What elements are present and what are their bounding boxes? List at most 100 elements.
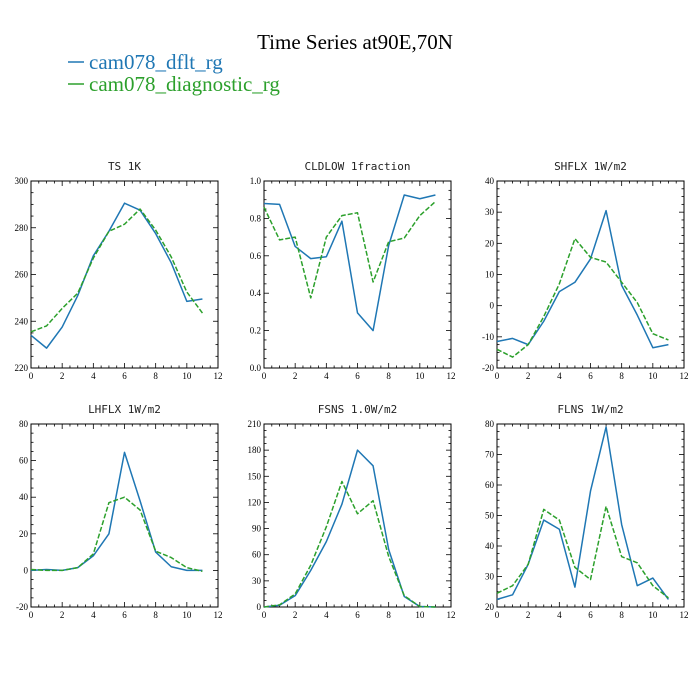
y-tick-label: 300	[15, 176, 29, 186]
x-tick-label: 8	[386, 371, 391, 381]
panel-5: FLNS 1W/m2 0 2 4 6 8 10 12 20 30 40 50 60 70 80	[485, 403, 689, 620]
y-tick-label: 180	[248, 445, 262, 455]
panel-title: FLNS 1W/m2	[557, 403, 623, 416]
panel-title: CLDLOW 1fraction	[305, 160, 411, 173]
series-line-1	[30, 496, 203, 573]
y-tick-label: 0.0	[250, 363, 262, 373]
panel-frame	[263, 180, 452, 369]
y-tick-label: 40	[19, 492, 29, 502]
x-tick-label: 2	[60, 610, 65, 620]
panel-2: SHFLX 1W/m2 0 2 4 6 8 10 12 -20 -10 0 10 20 30 40	[482, 160, 689, 381]
x-tick-label: 6	[355, 610, 360, 620]
series-line-0	[263, 449, 436, 608]
x-tick-label: 4	[557, 371, 562, 381]
panel-frame	[30, 180, 219, 369]
y-tick-label: 40	[485, 541, 495, 551]
x-tick-label: 4	[91, 610, 96, 620]
y-tick-label: 10	[485, 270, 495, 280]
y-tick-label: 60	[485, 480, 495, 490]
series-line-1	[496, 237, 669, 358]
x-tick-label: 0	[29, 371, 34, 381]
series-line-0	[30, 451, 203, 572]
y-tick-label: 0.4	[250, 288, 262, 298]
x-tick-label: 0	[495, 371, 500, 381]
y-tick-label: 0	[257, 602, 262, 612]
x-tick-label: 10	[648, 610, 658, 620]
x-tick-label: 12	[214, 371, 223, 381]
y-tick-label: 60	[19, 456, 29, 466]
y-tick-label: -10	[482, 332, 494, 342]
panel-title: TS 1K	[108, 160, 141, 173]
y-tick-label: 0.8	[250, 213, 262, 223]
y-tick-label: 260	[15, 270, 29, 280]
panel-title: SHFLX 1W/m2	[554, 160, 627, 173]
x-tick-label: 2	[526, 371, 531, 381]
x-tick-label: 0	[262, 371, 267, 381]
x-tick-label: 10	[182, 371, 192, 381]
y-tick-label: 90	[252, 524, 262, 534]
series-line-0	[30, 202, 203, 349]
panel-1: CLDLOW 1fraction 0 2 4 6 8 10 12 0.0 0.2 0.4 0.6 0.8…	[250, 160, 456, 381]
x-tick-label: 6	[122, 371, 127, 381]
x-tick-label: 0	[495, 610, 500, 620]
x-tick-label: 12	[680, 610, 689, 620]
y-tick-label: 40	[485, 176, 495, 186]
figure-title: Time Series at90E,70N	[257, 30, 453, 54]
y-tick-label: 150	[248, 471, 262, 481]
y-tick-label: 30	[485, 572, 495, 582]
y-tick-label: 0.2	[250, 326, 261, 336]
y-tick-label: 210	[248, 419, 262, 429]
x-tick-label: 6	[588, 371, 593, 381]
x-tick-label: 12	[447, 610, 456, 620]
x-tick-label: 10	[415, 371, 425, 381]
y-tick-label: 20	[19, 529, 29, 539]
x-tick-label: 12	[214, 610, 223, 620]
series-line-1	[263, 201, 436, 299]
x-tick-label: 8	[619, 610, 624, 620]
y-tick-label: -20	[482, 363, 494, 373]
y-tick-label: 0.6	[250, 251, 262, 261]
y-tick-label: 0	[24, 565, 29, 575]
x-tick-label: 6	[122, 610, 127, 620]
y-tick-label: 80	[485, 419, 495, 429]
panel-title: LHFLX 1W/m2	[88, 403, 161, 416]
y-tick-label: 1.0	[250, 176, 262, 186]
legend-label-0: cam078_dflt_rg	[89, 50, 223, 74]
y-tick-label: 20	[485, 602, 495, 612]
legend: cam078_dflt_rg cam078_diagnostic_rg	[68, 50, 280, 96]
y-tick-label: 80	[19, 419, 29, 429]
y-tick-label: 220	[15, 363, 29, 373]
panel-frame	[496, 180, 685, 369]
x-tick-label: 6	[588, 610, 593, 620]
series-line-0	[496, 426, 670, 601]
x-tick-label: 0	[262, 610, 267, 620]
y-tick-label: 20	[485, 238, 495, 248]
y-tick-label: 280	[15, 223, 29, 233]
y-tick-label: 0	[490, 301, 495, 311]
x-tick-label: 10	[648, 371, 658, 381]
series-line-1	[30, 208, 204, 333]
x-tick-label: 4	[557, 610, 562, 620]
x-tick-label: 12	[680, 371, 689, 381]
x-tick-label: 8	[153, 371, 158, 381]
y-tick-label: 70	[485, 450, 495, 460]
y-tick-label: 240	[15, 316, 29, 326]
x-tick-label: 12	[447, 371, 456, 381]
x-tick-label: 4	[324, 610, 329, 620]
y-tick-label: -20	[16, 602, 28, 612]
x-tick-label: 8	[153, 610, 158, 620]
y-tick-label: 60	[252, 550, 262, 560]
series-line-1	[263, 480, 436, 608]
x-tick-label: 4	[91, 371, 96, 381]
series-line-1	[496, 505, 669, 599]
panel-title: FSNS 1.0W/m2	[318, 403, 397, 416]
x-tick-label: 2	[293, 371, 298, 381]
series-line-0	[263, 194, 436, 332]
y-tick-label: 120	[248, 497, 262, 507]
x-tick-label: 2	[60, 371, 65, 381]
series-line-0	[496, 209, 669, 349]
